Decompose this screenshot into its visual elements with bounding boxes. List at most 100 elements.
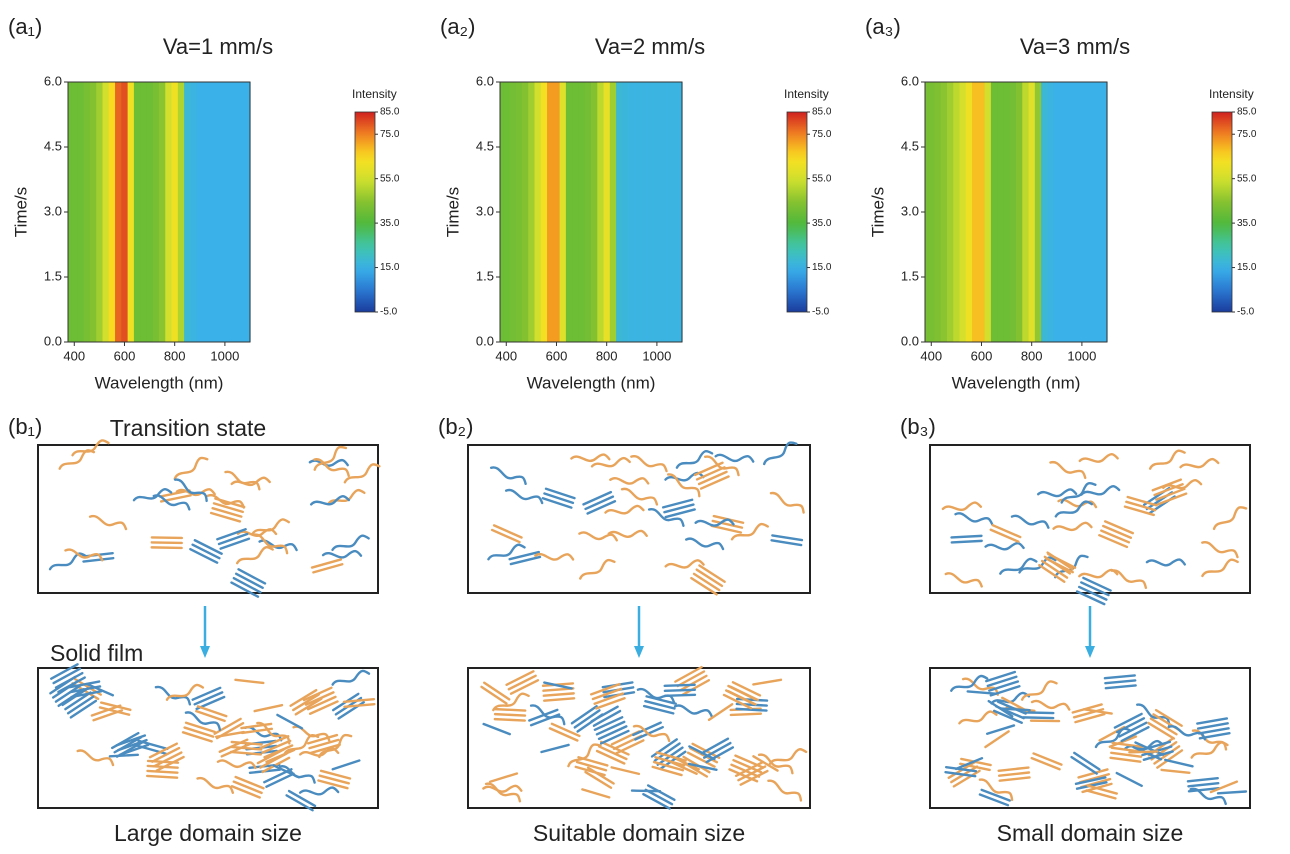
- colorbar-label: Intensity: [1209, 87, 1254, 101]
- stacked-chain: [1156, 749, 1184, 769]
- molecule: [343, 463, 381, 484]
- stacked-chain: [739, 769, 769, 786]
- chain: [165, 683, 205, 701]
- stacked-chain: [229, 750, 263, 756]
- chain: [235, 546, 274, 565]
- stacked-chain: [705, 746, 735, 764]
- molecule: [958, 710, 998, 725]
- stacked-chain: [308, 738, 340, 750]
- state-label: Solid film: [50, 640, 143, 666]
- y-tick-label: 6.0: [476, 73, 494, 88]
- stacked-chain: [645, 695, 677, 705]
- stacked-chain: [570, 705, 598, 725]
- chain: [58, 449, 96, 470]
- colorbar-tick-label: 15.0: [1237, 262, 1257, 273]
- molecule: [540, 743, 570, 754]
- chain: [950, 674, 989, 692]
- molecule: [1164, 758, 1194, 768]
- stacked-chain: [150, 536, 184, 540]
- stacked-chain: [574, 765, 606, 777]
- molecule: [703, 455, 740, 477]
- stacked-chain: [952, 769, 981, 788]
- panel-label: (a₁): [8, 14, 42, 39]
- heat-cell: [159, 82, 166, 342]
- chain: [1167, 725, 1206, 741]
- stacked-chain: [1132, 745, 1163, 761]
- molecule: [306, 733, 341, 755]
- heat-cell: [1041, 82, 1048, 342]
- stacked-chain: [218, 738, 249, 753]
- stacked-chain: [508, 550, 540, 561]
- x-tick-label: 400: [63, 348, 85, 363]
- molecule: [1098, 520, 1134, 549]
- chain: [278, 765, 316, 784]
- stacked-chain: [978, 793, 1010, 807]
- heat-cell: [515, 82, 523, 342]
- molecule: [71, 439, 110, 457]
- stacked-chain: [1147, 721, 1176, 740]
- stacked-chain: [287, 789, 317, 808]
- heat-cell: [240, 82, 248, 342]
- molecule: [298, 786, 340, 796]
- molecule: [484, 782, 522, 803]
- stacked-chain: [599, 729, 630, 745]
- molecule: [632, 724, 671, 743]
- stacked-chain: [771, 534, 804, 542]
- y-tick-label: 6.0: [44, 73, 62, 88]
- stacked-chain: [265, 772, 295, 788]
- chain: [632, 724, 671, 743]
- molecule: [224, 470, 261, 491]
- molecule: [1145, 558, 1187, 567]
- colorbar-tick-label: -5.0: [380, 307, 398, 318]
- heat-cell: [121, 82, 129, 342]
- chain: [482, 784, 523, 793]
- colorbar-tick-label: 85.0: [380, 107, 400, 118]
- chain: [1212, 506, 1248, 531]
- molecule: [1132, 741, 1165, 761]
- stacked-chain: [1103, 674, 1136, 680]
- molecule: [997, 766, 1031, 782]
- stacked-chain: [148, 742, 179, 759]
- stacked-chain: [651, 765, 683, 777]
- heat-cell: [96, 82, 104, 342]
- heat-cell: [591, 82, 598, 342]
- molecule: [1078, 453, 1119, 463]
- stacked-chain: [1098, 533, 1129, 549]
- heat-cell: [234, 82, 242, 342]
- molecule: [251, 518, 290, 536]
- chain: [308, 458, 349, 467]
- molecule: [769, 491, 805, 514]
- molecule: [978, 778, 1014, 802]
- stacked-chain: [217, 532, 249, 546]
- molecule: [636, 687, 676, 704]
- stacked-chain: [211, 506, 243, 518]
- stacked-chain: [654, 756, 686, 767]
- chain: [88, 514, 128, 531]
- stacked-chain: [220, 743, 251, 758]
- molecule: [504, 488, 544, 505]
- heat-cell: [146, 82, 154, 342]
- stacked-chain: [68, 680, 101, 689]
- molecule: [984, 541, 1025, 551]
- chain: [1052, 521, 1093, 532]
- x-tick-label: 800: [1021, 348, 1043, 363]
- stacked-chain: [711, 519, 744, 529]
- heat-cell: [628, 82, 636, 342]
- stacked-chain: [722, 693, 753, 710]
- x-axis-label: Wavelength (nm): [527, 373, 656, 392]
- molecule: [1049, 460, 1087, 480]
- molecule: [581, 788, 611, 799]
- heat-cell: [202, 82, 210, 342]
- stacked-chain: [582, 490, 613, 506]
- stacked-chain: [1186, 777, 1219, 783]
- heat-cell: [1022, 82, 1030, 342]
- molecule: [1038, 551, 1074, 583]
- heat-cell: [609, 82, 617, 342]
- molecule: [1148, 449, 1186, 470]
- stacked-chain: [1156, 492, 1188, 506]
- stacked-chain: [289, 688, 318, 707]
- stacked-chain: [191, 543, 221, 560]
- molecule: [253, 703, 284, 713]
- molecule: [487, 543, 526, 561]
- chain: [1160, 768, 1191, 774]
